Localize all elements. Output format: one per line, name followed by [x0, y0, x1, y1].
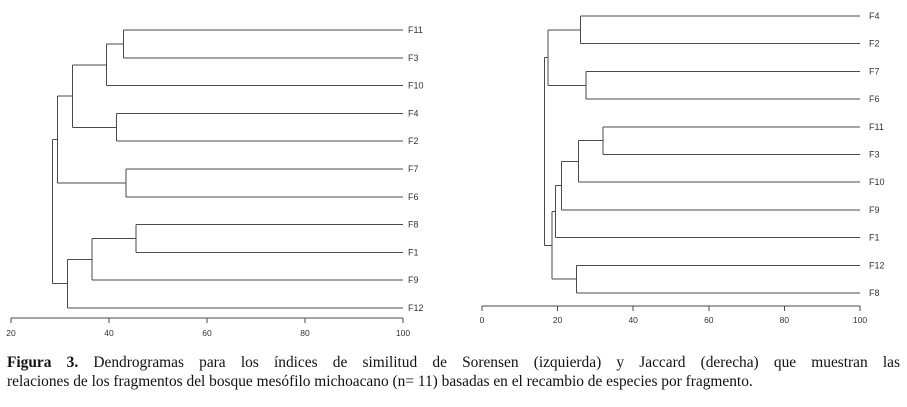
leaf-label-f9: F9 [408, 275, 419, 285]
leaf-label-f8: F8 [869, 288, 880, 298]
x-tick-label: 80 [300, 328, 310, 338]
leaf-label-f6: F6 [408, 192, 419, 202]
x-tick-label: 100 [396, 328, 410, 338]
x-tick-label: 40 [104, 328, 114, 338]
x-tick-label: 60 [202, 328, 212, 338]
leaf-label-f10: F10 [408, 81, 424, 91]
leaf-label-f11: F11 [869, 122, 884, 132]
leaf-label-f6: F6 [869, 94, 880, 104]
leaf-label-f10: F10 [869, 177, 885, 187]
leaf-label-f1: F1 [869, 233, 880, 243]
caption-line2-text: relaciones de los fragmentos del bosque … [7, 373, 753, 390]
x-tick-label: 80 [780, 315, 790, 325]
leaf-label-f12: F12 [408, 303, 424, 313]
leaf-label-f7: F7 [408, 164, 419, 174]
x-tick-label: 20 [6, 328, 16, 338]
x-tick-label: 60 [704, 315, 714, 325]
x-tick-label: 0 [480, 315, 485, 325]
leaf-label-f11: F11 [408, 25, 423, 35]
leaf-label-f3: F3 [869, 150, 880, 160]
caption-label: Figura 3. [7, 354, 79, 371]
leaf-label-f2: F2 [408, 136, 419, 146]
x-tick-label: 20 [553, 315, 563, 325]
figure-caption: Figura 3. Dendrogramas para los índices … [7, 353, 900, 391]
leaf-label-f4: F4 [869, 11, 880, 21]
caption-line1-text: Dendrogramas para los índices de similit… [78, 354, 900, 371]
caption-line-1: Figura 3. Dendrogramas para los índices … [7, 353, 900, 372]
x-tick-label: 40 [628, 315, 638, 325]
x-tick-label: 100 [853, 315, 867, 325]
leaf-label-f7: F7 [869, 66, 880, 76]
leaf-label-f9: F9 [869, 205, 880, 215]
leaf-label-f4: F4 [408, 108, 419, 118]
leaf-label-f2: F2 [869, 39, 880, 49]
leaf-label-f1: F1 [408, 247, 419, 257]
leaf-label-f3: F3 [408, 53, 419, 63]
leaf-label-f8: F8 [408, 220, 419, 230]
leaf-label-f12: F12 [869, 260, 885, 270]
